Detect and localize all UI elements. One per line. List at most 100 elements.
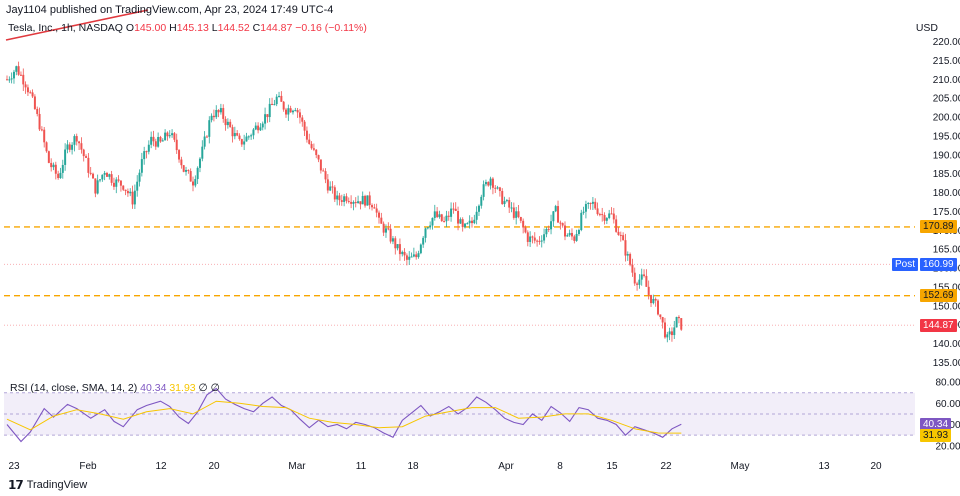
candle-body (547, 228, 550, 230)
candle-body (582, 211, 585, 213)
candle-body (285, 109, 287, 115)
candle-body (378, 212, 380, 218)
candle-body (424, 228, 427, 238)
candle-body (247, 136, 250, 138)
candle-body (650, 294, 653, 304)
candle-body (608, 213, 611, 219)
candle-body (484, 182, 487, 185)
candle-body (105, 172, 108, 177)
footer-brand[interactable]: 𝟭𝟳 TradingView (8, 478, 87, 492)
candle-body (233, 133, 236, 137)
candle-body (322, 170, 325, 172)
price-tick-label: 185.00 (933, 169, 960, 180)
candle-body (182, 165, 185, 172)
candle-body (147, 144, 150, 152)
candle-body (663, 322, 666, 338)
price-tick-label: 220.00 (933, 37, 960, 48)
candle-body (659, 314, 662, 318)
candle-body (459, 219, 462, 224)
rsi-title: RSI (14, close, SMA, 14, 2) (10, 382, 138, 394)
candle-body (426, 227, 429, 229)
x-tick-label: 20 (208, 461, 220, 472)
candle-body (66, 144, 69, 150)
candle-body (222, 108, 225, 119)
candle-body (122, 185, 125, 190)
candle-body (417, 253, 420, 258)
last-price-badge: 144.87 (920, 318, 957, 332)
candle-body (533, 237, 536, 241)
candle-body (652, 298, 655, 304)
currency-label[interactable]: USD (915, 22, 938, 34)
candle-body (238, 135, 241, 140)
candle-body (231, 127, 234, 137)
candle-body (317, 155, 320, 160)
candle-body (494, 187, 497, 189)
trend-line (5, 9, 149, 41)
candle-body (82, 149, 85, 157)
price-tick-label: 155.00 (933, 282, 960, 293)
publish-header: Jay1104 published on TradingView.com, Ap… (6, 4, 334, 16)
close-value: 144.87 (260, 22, 293, 34)
candle-body (503, 201, 506, 205)
candle-body (92, 173, 95, 179)
candle-body (264, 114, 267, 124)
candle-body (580, 212, 583, 231)
candle-body (257, 125, 260, 131)
candle-body (545, 228, 548, 235)
candle-body (159, 136, 162, 142)
candle-body (143, 151, 146, 160)
x-tick-label: 18 (407, 461, 419, 472)
candle-body (198, 158, 201, 168)
candle-body (212, 115, 215, 118)
candle-body (136, 181, 139, 191)
candle-body (519, 216, 522, 221)
candle-body (40, 129, 43, 131)
x-tick-label: 11 (356, 461, 367, 472)
candle-body (224, 118, 227, 126)
candle-body (129, 191, 132, 194)
candle-body (361, 195, 364, 205)
candle-body (431, 217, 434, 226)
candle-body (543, 234, 546, 241)
rsi-tick-label: 60.00 (935, 399, 960, 410)
candle-body (566, 235, 569, 237)
candle-body (552, 211, 555, 222)
tradingview-logo-icon: 𝟭𝟳 (8, 478, 24, 492)
candle-body (598, 214, 601, 216)
candle-body (596, 208, 599, 215)
candle-body (624, 240, 627, 256)
candle-body (266, 114, 269, 118)
x-tick-label: 12 (155, 461, 167, 472)
candle-body (550, 221, 553, 230)
candle-body (133, 190, 136, 205)
candle-body (633, 272, 636, 284)
candle-body (670, 331, 673, 336)
x-tick-label: May (731, 461, 750, 472)
candle-body (384, 228, 387, 233)
high-value: 145.13 (176, 22, 209, 34)
candle-body (443, 221, 446, 223)
candle-body (261, 123, 264, 128)
price-tick-label: 210.00 (933, 75, 960, 86)
candle-body (43, 129, 46, 143)
candle-body (389, 228, 392, 242)
candle-body (115, 179, 118, 187)
candle-body (345, 196, 348, 201)
candle-body (217, 109, 220, 113)
candle-body (173, 133, 176, 140)
candle-body (96, 180, 99, 194)
candle-body (640, 274, 643, 280)
candle-body (22, 74, 25, 85)
candle-body (126, 191, 129, 194)
candle-body (354, 202, 357, 204)
candle-body (568, 232, 571, 236)
candle-body (329, 186, 332, 191)
candle-body (145, 151, 148, 153)
candle-body (396, 244, 399, 249)
candle-body (185, 170, 188, 172)
x-tick-label: 22 (660, 461, 672, 472)
x-tick-label: Apr (498, 461, 514, 472)
candle-body (554, 206, 557, 212)
candle-body (526, 232, 529, 242)
